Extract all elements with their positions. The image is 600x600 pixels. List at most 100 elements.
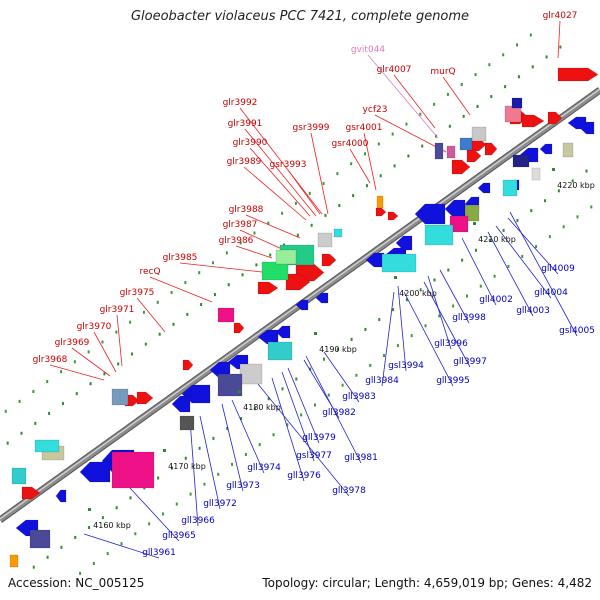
outer-dot xyxy=(322,182,325,186)
outer-dot xyxy=(446,92,449,96)
leader-line xyxy=(461,237,497,306)
outer-dot xyxy=(438,314,441,318)
gene-label: recQ xyxy=(139,267,160,277)
gene-label: gll3979 xyxy=(302,433,336,443)
outer-dot xyxy=(87,350,90,354)
gene-label: gll3976 xyxy=(287,471,321,481)
outer-dot xyxy=(391,132,394,136)
outer-dot xyxy=(507,264,510,268)
map-title: Gloeobacter violaceus PCC 7421, complete… xyxy=(130,9,470,24)
forward-gene-arrow xyxy=(557,67,599,82)
gene-label: gll3983 xyxy=(342,392,376,402)
forward-dot xyxy=(504,85,507,89)
leader-line xyxy=(235,245,273,259)
reverse-gene-arrow xyxy=(79,461,111,483)
leader-line xyxy=(243,166,307,221)
reverse-dot xyxy=(170,466,173,470)
reverse-dot xyxy=(295,377,298,381)
forward-gene-box xyxy=(471,126,487,142)
reverse-gene-arrow xyxy=(477,182,491,194)
forward-dot xyxy=(48,411,51,415)
forward-gene-arrow xyxy=(136,391,154,405)
reverse-gene-box xyxy=(424,224,454,246)
outer-dot xyxy=(548,235,551,239)
gene-label: gll3981 xyxy=(344,453,378,463)
outer-dot xyxy=(383,353,386,357)
gene-label: gsr3999 xyxy=(292,123,329,133)
gene-label: glr3991 xyxy=(228,119,263,129)
reverse-gene-box xyxy=(381,253,417,273)
outer-dot xyxy=(350,162,353,166)
leader-line xyxy=(179,262,263,273)
label-leader-lines xyxy=(49,20,578,559)
forward-dot xyxy=(213,293,216,297)
reverse-gene-arrow xyxy=(275,325,291,339)
forward-dot xyxy=(6,441,9,445)
outer-dot xyxy=(465,294,468,298)
outer-dot xyxy=(355,373,358,377)
reverse-dot xyxy=(461,258,464,262)
forward-dot xyxy=(34,421,37,425)
forward-dot xyxy=(75,392,78,396)
gene-label: glr4007 xyxy=(377,65,412,75)
outer-dot xyxy=(590,205,593,209)
reverse-gene-arrow xyxy=(579,121,595,135)
forward-dot xyxy=(117,362,120,366)
forward-dot xyxy=(103,372,106,376)
gene-label: gll3998 xyxy=(452,313,486,323)
reverse-gene-box xyxy=(179,415,195,431)
outer-dot xyxy=(286,423,289,427)
outer-dot xyxy=(46,380,49,384)
reverse-dot xyxy=(253,407,256,411)
outer-dot xyxy=(341,383,344,387)
outer-dot xyxy=(225,251,228,255)
reverse-dot xyxy=(88,526,91,530)
tick-label: 4200 kbp xyxy=(399,289,437,298)
leader-line xyxy=(397,285,407,372)
reverse-dot xyxy=(447,268,450,272)
gene-label: ycf23 xyxy=(363,105,388,115)
outer-dot xyxy=(410,334,413,338)
reverse-dot xyxy=(309,367,312,371)
forward-dot xyxy=(338,203,341,207)
forward-gene-arrow xyxy=(321,253,337,267)
reverse-dot xyxy=(392,308,395,312)
outer-dot xyxy=(327,393,330,397)
leader-line xyxy=(349,148,371,184)
tick-label: 4170 kbp xyxy=(168,462,206,471)
forward-gene-arrow xyxy=(466,149,482,163)
leader-line xyxy=(487,231,534,317)
forward-dot xyxy=(559,45,562,49)
gene-label: glr3971 xyxy=(100,305,135,315)
outer-dot xyxy=(239,241,242,245)
reverse-gene-box xyxy=(449,215,469,233)
forward-dot xyxy=(324,213,327,217)
outer-dot xyxy=(308,191,311,195)
gene-label: gll3982 xyxy=(322,408,356,418)
reverse-gene-box xyxy=(502,179,518,197)
leader-line xyxy=(281,371,315,462)
gene-label: glr3968 xyxy=(33,355,68,365)
gene-label: gll3996 xyxy=(434,339,468,349)
leader-line xyxy=(129,487,180,542)
forward-dot xyxy=(379,174,382,178)
topology-text: Topology: circular; Length: 4,659,019 bp… xyxy=(262,576,592,590)
outer-dot xyxy=(424,324,427,328)
outer-dot xyxy=(460,83,463,87)
gene-label: gll4002 xyxy=(479,295,513,305)
gene-label: gll3961 xyxy=(142,548,176,558)
leader-line xyxy=(393,74,436,129)
forward-dot xyxy=(255,263,258,267)
leader-line xyxy=(149,276,213,303)
forward-dot xyxy=(158,332,161,336)
reverse-dot xyxy=(350,337,353,341)
leader-line xyxy=(239,107,323,215)
reverse-dot xyxy=(488,238,491,242)
kbp-ticks: 4160 kbp 4170 kbp 4180 kbp 4190 kbp 4200 kbp… xyxy=(88,168,595,530)
forward-gene-box xyxy=(511,97,523,109)
leader-line xyxy=(495,225,552,299)
reverse-gene-box xyxy=(562,142,574,158)
outer-dot xyxy=(244,453,247,457)
reverse-dot xyxy=(32,565,35,569)
forward-gene-box xyxy=(261,261,289,281)
